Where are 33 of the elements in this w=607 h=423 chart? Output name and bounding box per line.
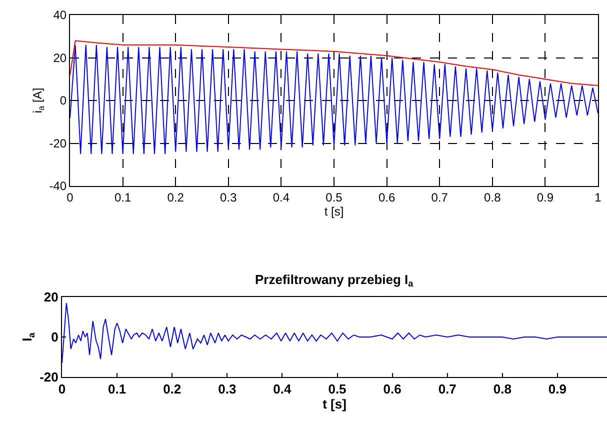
x-tick-label: 0.2 [163, 382, 182, 397]
x-tick-label: 0.3 [220, 190, 238, 204]
x-axis-title: t [s] [322, 396, 346, 412]
y-tick-label: 0 [60, 94, 67, 108]
chart-title: Przefiltrowany przebieg I$_{a}$ [255, 272, 414, 289]
x-tick-label: 0.1 [114, 190, 132, 204]
y-tick-label: 40 [53, 8, 67, 22]
x-tick-label: 0.5 [328, 382, 346, 397]
x-tick-label: 0.9 [548, 382, 566, 397]
line-series [62, 302, 607, 364]
x-tick-label: 0.8 [484, 190, 502, 204]
y-tick-label: -40 [49, 179, 67, 194]
x-tick-label: 0.7 [431, 190, 448, 204]
x-tick-label: 0.7 [438, 382, 456, 397]
y-tick-label: 20 [44, 290, 58, 305]
x-tick-label: 1 [594, 190, 602, 204]
y-tick-label: -20 [40, 370, 58, 385]
x-tick-label: 0.3 [218, 382, 236, 397]
y-tick-label: 20 [53, 50, 67, 65]
x-tick-label: 0.2 [167, 190, 184, 204]
line-series [70, 40, 598, 86]
x-tick-label: 0.8 [493, 382, 512, 397]
x-tick-label: 0.6 [383, 382, 402, 397]
x-tick-label: 0.9 [536, 190, 554, 204]
x-tick-label: 0.6 [378, 190, 396, 204]
x-tick-label: 0.4 [272, 190, 290, 204]
y-tick-label: -20 [49, 136, 67, 150]
line-series [70, 44, 598, 154]
x-tick-label: 0.1 [108, 382, 126, 397]
y-tick-label: 0 [51, 330, 58, 345]
x-tick-label: 0.5 [326, 190, 343, 204]
x-tick-label: 0.4 [273, 382, 292, 397]
x-axis-title: t [s] [324, 204, 344, 218]
